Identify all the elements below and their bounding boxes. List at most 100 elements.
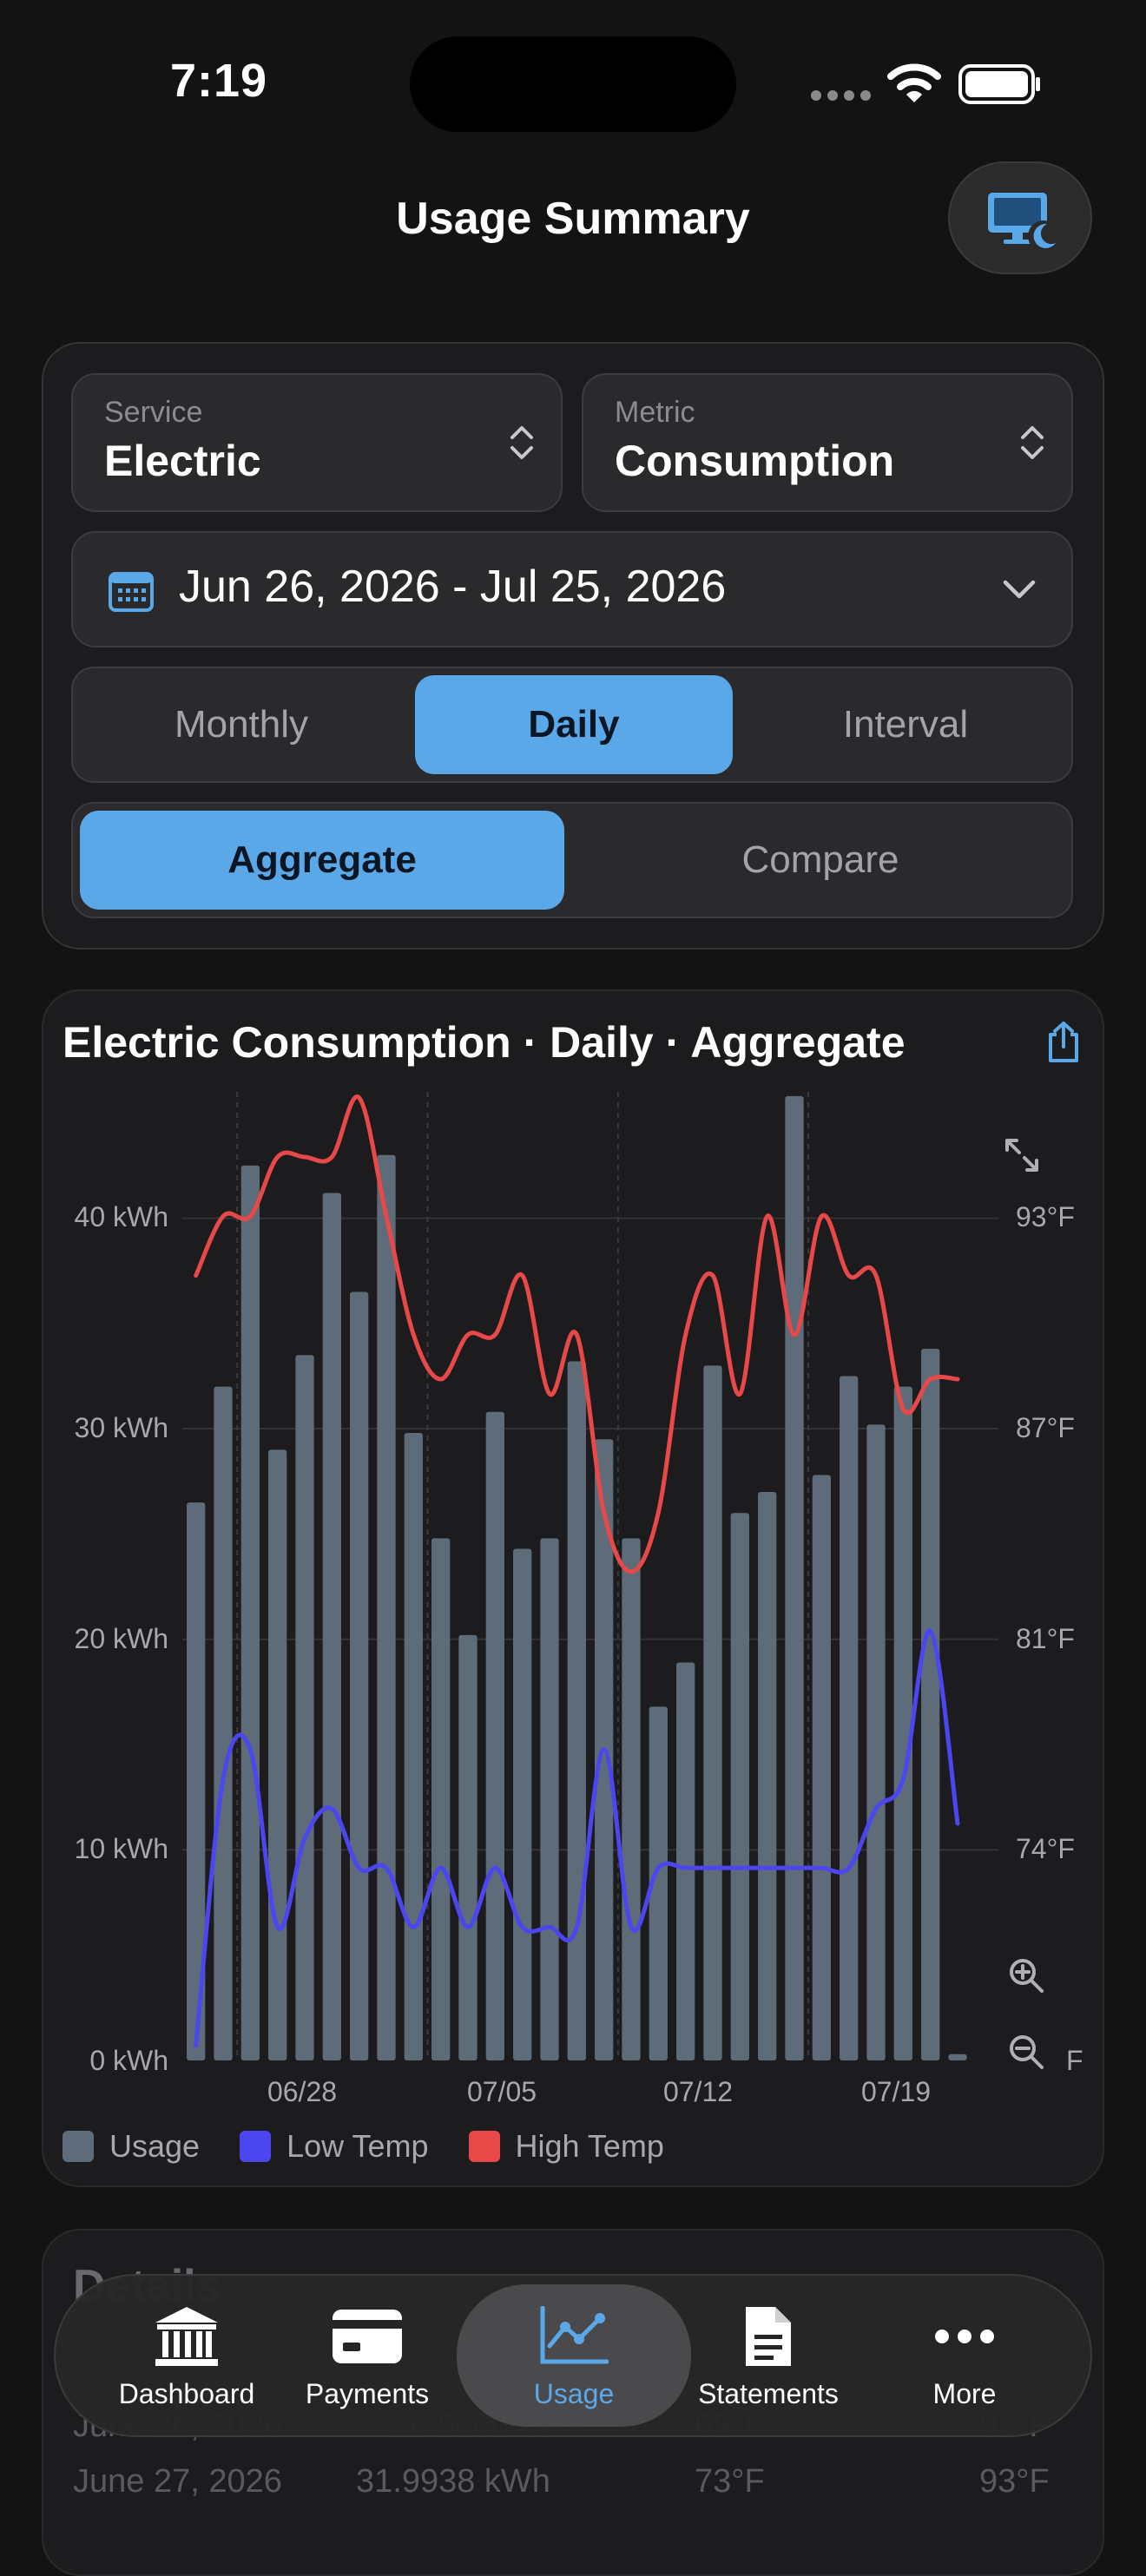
usage-bar[interactable] bbox=[840, 1376, 859, 2060]
usage-bar[interactable] bbox=[622, 1538, 641, 2060]
zoom-in-icon[interactable] bbox=[1007, 1956, 1045, 1994]
metric-value: Consumption bbox=[615, 437, 895, 485]
usage-bar[interactable] bbox=[540, 1538, 559, 2060]
usage-bar[interactable] bbox=[785, 1095, 804, 2060]
usage-bar[interactable] bbox=[649, 1706, 668, 2060]
details-row-high: 93°F bbox=[979, 2463, 1050, 2500]
bottom-tab-bar: Dashboard Payments Usage bbox=[54, 2274, 1092, 2437]
usage-bar[interactable] bbox=[730, 1513, 749, 2060]
usage-bar[interactable] bbox=[513, 1548, 532, 2060]
usage-bar[interactable] bbox=[350, 1291, 369, 2060]
usage-bar[interactable] bbox=[295, 1355, 314, 2060]
usage-bar[interactable] bbox=[187, 1502, 206, 2060]
x-tick-0719: 07/19 bbox=[860, 2076, 932, 2107]
legend-usage: Usage bbox=[63, 2128, 200, 2165]
y-right-tick-93: 93°F bbox=[1016, 1201, 1075, 1232]
metric-label: Metric bbox=[615, 396, 695, 429]
battery-icon bbox=[958, 64, 1040, 104]
service-value: Electric bbox=[104, 437, 261, 485]
monitor-moon-icon bbox=[988, 193, 1059, 252]
y-tick-40: 40 kWh bbox=[74, 1201, 168, 1232]
tab-usage[interactable]: Usage bbox=[457, 2284, 691, 2427]
tab-usage-label: Usage bbox=[533, 2378, 615, 2409]
chart-gridlines bbox=[182, 1092, 998, 2060]
x-tick-0712: 07/12 bbox=[662, 2076, 734, 2107]
high-temp-line bbox=[194, 1094, 960, 1574]
usage-bar[interactable] bbox=[866, 1424, 886, 2060]
date-range-value: Jun 26, 2026 - Jul 25, 2026 bbox=[179, 562, 727, 612]
y-tick-0: 0 kWh bbox=[89, 2045, 168, 2076]
usage-bar[interactable] bbox=[948, 2054, 967, 2060]
tab-interval[interactable]: Interval bbox=[842, 703, 969, 746]
chart-line-icon bbox=[540, 2306, 609, 2364]
y-right-tick-74: 74°F bbox=[1016, 1833, 1075, 1864]
usage-bar[interactable] bbox=[485, 1411, 504, 2060]
usage-bars bbox=[187, 1095, 967, 2060]
y-right-tick-partial: F bbox=[1066, 2045, 1083, 2076]
chevron-down-icon bbox=[1003, 580, 1036, 599]
bank-icon bbox=[155, 2307, 218, 2366]
tab-payments-label: Payments bbox=[305, 2378, 430, 2409]
share-icon[interactable] bbox=[1045, 1021, 1082, 1064]
calendar-icon bbox=[109, 572, 154, 612]
tab-daily[interactable]: Daily bbox=[415, 675, 733, 774]
details-row-low: 73°F bbox=[695, 2463, 765, 2500]
usage-bar[interactable] bbox=[377, 1154, 396, 2060]
y-tick-10: 10 kWh bbox=[74, 1833, 168, 1864]
theme-toggle-button[interactable] bbox=[948, 161, 1092, 274]
legend-usage-label: Usage bbox=[109, 2128, 201, 2164]
date-range-picker[interactable]: Jun 26, 2026 - Jul 25, 2026 bbox=[71, 531, 1073, 647]
tab-monthly[interactable]: Monthly bbox=[174, 703, 309, 746]
legend-high-temp: High Temp bbox=[468, 2128, 664, 2165]
usage-bar[interactable] bbox=[240, 1165, 260, 2060]
expand-icon[interactable] bbox=[1004, 1137, 1040, 1173]
service-select[interactable]: Service Electric bbox=[71, 373, 563, 512]
usage-bar[interactable] bbox=[268, 1449, 287, 2060]
tab-more-label: More bbox=[932, 2378, 997, 2409]
usage-bar[interactable] bbox=[812, 1475, 831, 2060]
details-row-usage: 31.9938 kWh bbox=[356, 2463, 550, 2500]
usage-bar[interactable] bbox=[322, 1193, 341, 2060]
period-segmented-control: Monthly Daily Interval bbox=[71, 667, 1073, 783]
usage-bar[interactable] bbox=[567, 1361, 586, 2060]
legend-high-temp-label: High Temp bbox=[515, 2128, 664, 2164]
usage-bar[interactable] bbox=[431, 1538, 451, 2060]
zoom-out-icon[interactable] bbox=[1007, 2033, 1045, 2071]
legend-low-temp-label: Low Temp bbox=[286, 2128, 429, 2164]
tab-statements-label: Statements bbox=[698, 2378, 839, 2409]
usage-bar[interactable] bbox=[703, 1365, 722, 2060]
metric-select[interactable]: Metric Consumption bbox=[582, 373, 1073, 512]
tab-dashboard-label: Dashboard bbox=[118, 2378, 255, 2409]
y-tick-20: 20 kWh bbox=[74, 1623, 168, 1654]
page-title: Usage Summary bbox=[396, 194, 750, 244]
mode-segmented-control: Aggregate Compare bbox=[71, 802, 1073, 918]
chart-title: Electric Consumption · Daily · Aggregate bbox=[63, 1018, 906, 1067]
credit-card-icon bbox=[333, 2310, 402, 2363]
tab-aggregate[interactable]: Aggregate bbox=[80, 811, 564, 910]
usage-bar[interactable] bbox=[893, 1386, 912, 2060]
status-time: 7:19 bbox=[170, 55, 268, 107]
document-icon bbox=[746, 2307, 791, 2366]
usage-bar[interactable] bbox=[404, 1433, 423, 2060]
chart-legend: Usage Low Temp High Temp bbox=[63, 2128, 704, 2165]
tab-dashboard[interactable]: Dashboard bbox=[87, 2276, 286, 2435]
tab-statements[interactable]: Statements bbox=[668, 2276, 868, 2435]
chevron-up-down-icon bbox=[510, 426, 533, 459]
ellipsis-icon bbox=[935, 2330, 994, 2343]
chevron-up-down-icon bbox=[1021, 426, 1044, 459]
x-tick-0628: 06/28 bbox=[267, 2076, 338, 2107]
usage-bar[interactable] bbox=[676, 1662, 695, 2060]
usage-chart bbox=[182, 1092, 998, 2060]
y-right-tick-87: 87°F bbox=[1016, 1412, 1075, 1443]
tab-more[interactable]: More bbox=[865, 2276, 1064, 2435]
tab-payments[interactable]: Payments bbox=[267, 2276, 467, 2435]
y-tick-30: 30 kWh bbox=[74, 1412, 168, 1443]
wifi-icon bbox=[887, 63, 941, 102]
usage-bar[interactable] bbox=[921, 1348, 940, 2060]
usage-bar[interactable] bbox=[214, 1386, 233, 2060]
cellular-signal-icon bbox=[811, 90, 871, 101]
tab-compare[interactable]: Compare bbox=[741, 838, 899, 881]
usage-bar[interactable] bbox=[758, 1491, 777, 2060]
usage-bar[interactable] bbox=[458, 1634, 478, 2060]
details-row-date: June 27, 2026 bbox=[73, 2463, 282, 2500]
